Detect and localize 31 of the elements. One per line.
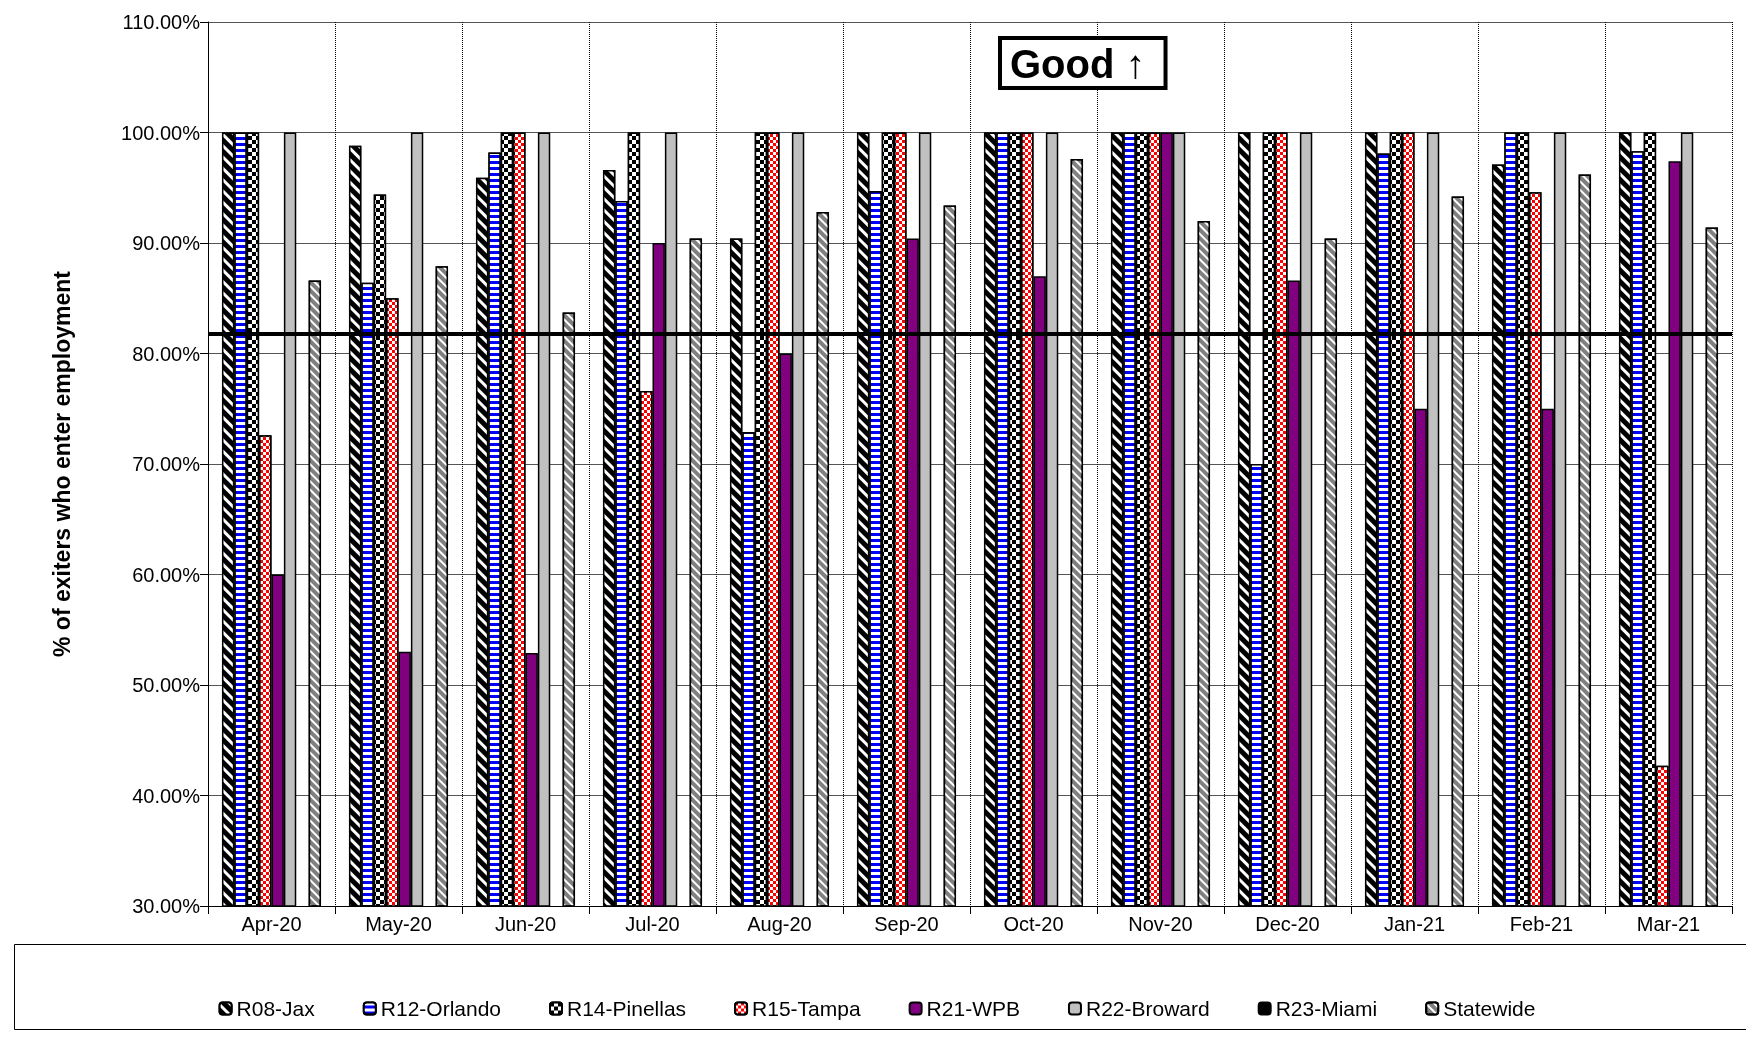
x-tick-label: Mar-21 — [1636, 913, 1701, 935]
legend-label: R12-Orlando — [380, 997, 502, 1020]
y-axis-title: % of exiters who enter employment — [48, 270, 75, 657]
x-tick-label: Dec-20 — [1255, 913, 1320, 935]
y-tick-label: 50.00% — [132, 674, 201, 696]
legend-label: R14-Pinellas — [567, 997, 687, 1020]
x-tick-label: Apr-20 — [241, 913, 302, 935]
legend-label: Statewide — [1443, 997, 1536, 1020]
x-tick-label: Jul-20 — [625, 913, 680, 935]
x-tick-label: Oct-20 — [1003, 913, 1064, 935]
annotation: Good ↑ — [1010, 42, 1146, 86]
legend-label: R21-WPB — [926, 997, 1020, 1020]
legend-label: R15-Tampa — [752, 997, 861, 1020]
x-tick-label: Jan-21 — [1383, 913, 1446, 935]
x-tick-label: Nov-20 — [1128, 913, 1193, 935]
x-tick-label: Feb-21 — [1509, 913, 1574, 935]
y-tick-label: 40.00% — [132, 784, 201, 807]
y-tick-label: 100.00% — [121, 121, 201, 144]
x-tick-label: Jun-20 — [494, 913, 557, 935]
legend-label: R08-Jax — [236, 997, 316, 1020]
x-tick-label: Aug-20 — [747, 913, 812, 935]
y-tick-label: 80.00% — [132, 342, 201, 365]
y-tick-label: 60.00% — [132, 563, 201, 586]
x-tick-label: May-20 — [365, 913, 432, 935]
y-tick-label: 30.00% — [132, 895, 201, 917]
legend-label: R23-Miami — [1275, 997, 1378, 1020]
x-tick-label: Sep-20 — [874, 913, 939, 935]
y-tick-label: 70.00% — [132, 453, 201, 475]
legend-label: R22-Broward — [1085, 997, 1210, 1020]
y-tick-label: 110.00% — [122, 11, 201, 33]
y-tick-label: 90.00% — [132, 232, 201, 254]
